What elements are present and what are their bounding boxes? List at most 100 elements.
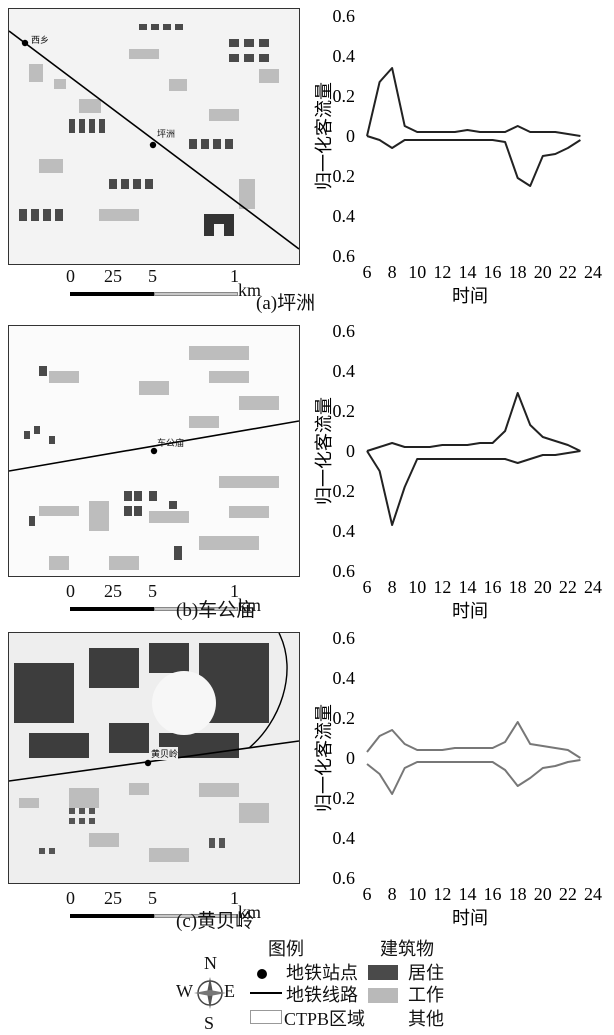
x-tick-label: 22: [559, 262, 577, 282]
scale-label-25: 25: [104, 581, 122, 601]
scale-label-1: 1: [230, 888, 239, 908]
x-tick-label: 20: [534, 884, 552, 904]
chart-a-svg: 0.6 0.4 0.2 0 0.2 0.4 0.6 6 8 10 12 14 16 18 20 22 24 时间 归…: [314, 6, 602, 306]
map-chegongmiao: 车公庙: [8, 325, 300, 577]
map-label-pingzhou: 坪洲: [157, 129, 176, 139]
scale-bar: 0 25 5 1 km: [60, 888, 320, 926]
legend-line: 地铁线路: [286, 985, 358, 1005]
y-tick-label: 0.6: [333, 868, 356, 888]
chart-c-svg: 0.6 0.4 0.2 0 0.2 0.4 0.6 6 8 10 12 14 16 18 20 22 24 时间 归…: [314, 628, 602, 928]
legend-other: 其他: [408, 1009, 444, 1029]
map-label-chegongmiao: 车公庙: [157, 438, 185, 448]
scale-bar-light: [154, 292, 238, 296]
y-axis-label: 归一化客流量: [314, 704, 334, 812]
compass-e: E: [224, 981, 235, 1001]
x-tick-label: 10: [408, 262, 426, 282]
x-axis-label: 时间: [452, 286, 488, 306]
scale-label-0: 0: [66, 888, 75, 908]
panel-c: 黄贝岭 0 25 5 1 km (c)黄贝岭 0.6 0.4 0.2 0 0.2 0.4 0…: [0, 622, 614, 937]
series-lower-line: [366, 759, 581, 795]
scale-unit: km: [238, 280, 262, 300]
y-tick-label: 0.6: [333, 6, 356, 26]
x-tick-label: 16: [484, 577, 502, 597]
scale-label-1: 1: [230, 581, 239, 601]
x-tick-label: 22: [559, 884, 577, 904]
scale-label-25: 25: [104, 266, 122, 286]
x-tick-label: 20: [534, 577, 552, 597]
x-tick-label: 16: [484, 262, 502, 282]
caption-a: (a)坪洲: [256, 293, 316, 314]
map-label-xixiang: 西乡: [31, 35, 50, 45]
map-huangbeiling-graphic: [9, 633, 299, 883]
scale-label-0: 0: [66, 266, 75, 286]
x-tick-label: 6: [363, 577, 372, 597]
y-tick-label: 0: [346, 748, 355, 768]
map-chegongmiao-graphic: [9, 326, 299, 576]
x-tick-label: 24: [584, 262, 602, 282]
chart-b: 0.6 0.4 0.2 0 0.2 0.4 0.6 6 8 10 12 14 16 18 20 22 24 时间 归…: [300, 315, 614, 630]
scale-bar-light: [154, 607, 238, 611]
x-tick-label: 8: [388, 262, 397, 282]
work-swatch: [368, 988, 398, 1003]
scale-unit: km: [238, 595, 262, 615]
x-tick-label: 8: [388, 577, 397, 597]
x-axis-label: 时间: [452, 908, 488, 928]
map-pingzhou-graphic: [9, 9, 299, 264]
y-tick-label: 0.6: [333, 628, 356, 648]
map-huangbeiling: 黄贝岭: [8, 632, 300, 884]
x-tick-label: 6: [363, 262, 372, 282]
scale-label-5: 5: [148, 266, 157, 286]
x-axis-label: 时间: [452, 601, 488, 621]
panel-b: 车公庙 0 25 5 1 km (b)车公庙 0.6 0.4 0.2 0 0.2 0.4 0…: [0, 315, 614, 630]
y-tick-label: 0.4: [333, 668, 356, 688]
x-tick-label: 12: [433, 262, 451, 282]
y-tick-label: 0: [346, 441, 355, 461]
y-tick-label: 0: [346, 126, 355, 146]
compass-s: S: [204, 1013, 215, 1033]
caption-b: (b)车公庙: [176, 600, 256, 621]
ctpb-swatch: [250, 1010, 282, 1024]
series-upper-line: [366, 721, 581, 759]
scale-label-1: 1: [230, 266, 239, 286]
legend-buildings-title: 建筑物: [380, 939, 434, 959]
map-label-huangbeiling: 黄贝岭: [151, 747, 179, 760]
legend-ctpb: CTPB区域: [284, 1009, 366, 1029]
x-tick-label: 10: [408, 577, 426, 597]
x-tick-label: 14: [458, 262, 476, 282]
y-tick-label: 0.2: [333, 708, 356, 728]
chart-c: 0.6 0.4 0.2 0 0.2 0.4 0.6 6 8 10 12 14 16 18 20 22 24 时间 归…: [300, 622, 614, 937]
x-tick-label: 14: [458, 577, 476, 597]
series-lower-line: [366, 135, 581, 187]
y-tick-label: 0.4: [333, 46, 356, 66]
x-tick-label: 12: [433, 884, 451, 904]
station-symbol-icon: [257, 969, 267, 979]
scale-bar-light: [154, 914, 238, 918]
y-tick-label: 0.2: [333, 166, 356, 186]
legend-title: 图例: [268, 939, 304, 959]
x-tick-label: 6: [363, 884, 372, 904]
x-tick-label: 24: [584, 577, 602, 597]
x-tick-label: 10: [408, 884, 426, 904]
y-axis-label: 归一化客流量: [314, 82, 334, 190]
compass-n: N: [204, 953, 217, 973]
scale-label-0: 0: [66, 581, 75, 601]
scale-label-5: 5: [148, 581, 157, 601]
residential-swatch: [368, 965, 398, 980]
x-tick-label: 12: [433, 577, 451, 597]
legend: 图例 建筑物 N W E S 地铁站点 地铁线路 CTPB区域 居住 工作 其他: [176, 935, 480, 1035]
legend-work: 工作: [408, 985, 444, 1005]
scale-unit: km: [238, 902, 262, 922]
x-tick-label: 16: [484, 884, 502, 904]
y-tick-label: 0.2: [333, 788, 356, 808]
scale-label-5: 5: [148, 888, 157, 908]
scale-bar-dark: [70, 914, 154, 918]
legend-residential: 居住: [408, 963, 444, 983]
other-swatch: [368, 1011, 398, 1026]
scale-label-25: 25: [104, 888, 122, 908]
line-symbol: [250, 992, 282, 994]
y-tick-label: 0.6: [333, 321, 356, 341]
y-axis-label: 归一化客流量: [314, 397, 334, 505]
x-tick-label: 18: [509, 577, 527, 597]
y-tick-label: 0.6: [333, 246, 356, 266]
scale-bar: 0 25 5 1 km: [60, 581, 320, 619]
